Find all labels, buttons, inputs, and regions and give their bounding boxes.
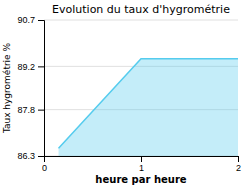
tick-mark (38, 156, 44, 157)
tick-mark (38, 110, 44, 111)
tick-mark (238, 156, 239, 162)
x-axis-title: heure par heure (95, 174, 186, 185)
y-axis-title: Taux hygrométrie % (2, 42, 12, 134)
x-axis: 0 1 2 (42, 156, 241, 173)
tick: 90.7 (17, 15, 44, 25)
tick-mark (38, 20, 44, 21)
area (59, 59, 238, 156)
grid-line (44, 20, 238, 21)
tick-label: 0 (42, 163, 47, 173)
marks (59, 59, 238, 156)
tick-mark (38, 66, 44, 67)
tick: 0 (42, 156, 47, 173)
line (59, 59, 238, 149)
tick: 2 (236, 156, 241, 173)
tick: 89.2 (17, 62, 44, 72)
y-axis: 86.3 87.8 89.2 90.7 (17, 15, 44, 161)
tick-label: 2 (236, 163, 241, 173)
tick-label: 86.3 (17, 151, 35, 161)
tick-label: 89.2 (17, 62, 35, 72)
axis-line (38, 21, 45, 157)
tick-label: 90.7 (17, 15, 35, 25)
tick-mark (141, 156, 142, 162)
axis-line (45, 157, 239, 163)
tick: 87.8 (17, 105, 44, 115)
tick: 86.3 (17, 151, 44, 161)
tick-label: 1 (139, 163, 144, 173)
tick-label: 87.8 (17, 105, 35, 115)
plot: 0 1 2 86.3 87.8 89.2 90.7 (17, 15, 241, 173)
title: Evolution du taux d'hygrométrie (52, 3, 230, 16)
tick: 1 (139, 156, 144, 173)
grid (44, 20, 238, 156)
chart: 0 1 2 86.3 87.8 89.2 90.7 Evolution du taux d'h… (0, 0, 250, 188)
